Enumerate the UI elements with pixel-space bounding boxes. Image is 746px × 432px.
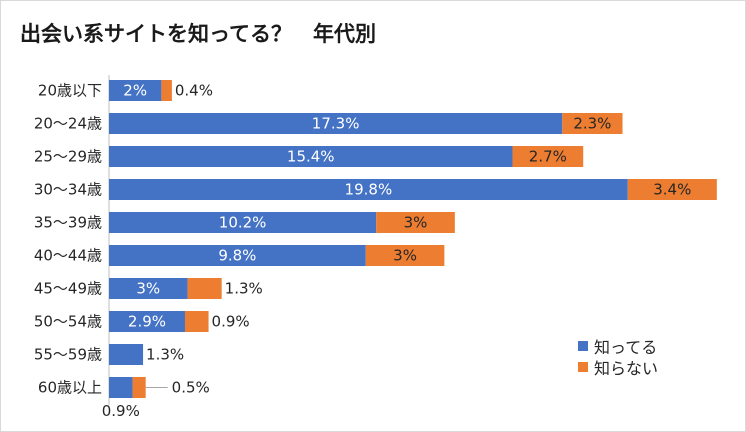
data-label-known: 19.8% <box>345 181 393 199</box>
legend-swatch-known <box>578 340 588 351</box>
chart-title: 出会い系サイトを知ってる？ 年代別 <box>20 22 376 46</box>
data-label-known: 1.3% <box>146 346 184 364</box>
category-label: 20歳以下 <box>38 82 102 100</box>
legend-label-known: 知ってる <box>594 337 658 357</box>
category-label: 40～44歳 <box>34 247 102 265</box>
bar-known <box>109 179 628 200</box>
bar-unknown <box>132 377 146 398</box>
category-label: 20～24歳 <box>34 115 102 133</box>
data-label-known: 17.3% <box>312 115 360 133</box>
data-label-unknown: 3% <box>393 247 417 265</box>
data-label-unknown: 0.4% <box>175 82 213 100</box>
bar-unknown <box>365 245 445 266</box>
bar-unknown <box>184 311 209 332</box>
category-label: 45～49歳 <box>34 280 102 298</box>
category-label: 55～59歳 <box>34 346 102 364</box>
bar-unknown <box>376 212 455 233</box>
data-label-known: 2% <box>123 82 147 100</box>
data-label-unknown: 0.5% <box>172 379 210 397</box>
bar-known <box>109 146 513 167</box>
category-label: 25～29歳 <box>34 148 102 166</box>
chart-legend: 知ってる 知らない <box>578 335 659 378</box>
data-label-unknown: 2.3% <box>573 115 611 133</box>
data-label-known: 2.9% <box>128 313 166 331</box>
bar-known <box>109 344 144 365</box>
data-label-known: 10.2% <box>219 214 267 232</box>
bar-known <box>109 245 366 266</box>
data-label-known: 0.9% <box>102 402 140 420</box>
bar-unknown <box>627 179 717 200</box>
bar-known <box>109 278 188 299</box>
category-label: 60歳以上 <box>38 379 102 397</box>
legend-item-unknown: 知らない <box>578 356 659 378</box>
legend-swatch-unknown <box>578 361 588 372</box>
data-label-known: 3% <box>136 280 160 298</box>
bar-known <box>109 80 162 101</box>
bar-unknown <box>161 80 172 101</box>
bar-known <box>109 212 377 233</box>
bar-known <box>109 311 185 332</box>
data-label-known: 9.8% <box>218 247 256 265</box>
category-label: 30～34歳 <box>34 181 102 199</box>
data-label-unknown: 3% <box>404 214 428 232</box>
bar-known <box>109 377 133 398</box>
legend-label-unknown: 知らない <box>594 358 659 378</box>
legend-item-known: 知ってる <box>578 335 658 357</box>
data-label-unknown: 2.7% <box>529 148 567 166</box>
category-label: 50～54歳 <box>34 313 102 331</box>
data-label-unknown: 1.3% <box>225 280 263 298</box>
bar-unknown <box>562 113 623 134</box>
data-label-unknown: 3.4% <box>653 181 691 199</box>
category-label: 35～39歳 <box>34 214 102 232</box>
bar-unknown <box>187 278 222 299</box>
data-label-unknown: 0.9% <box>212 313 250 331</box>
bar-known <box>109 113 563 134</box>
data-label-known: 15.4% <box>287 148 335 166</box>
bar-unknown <box>512 146 584 167</box>
